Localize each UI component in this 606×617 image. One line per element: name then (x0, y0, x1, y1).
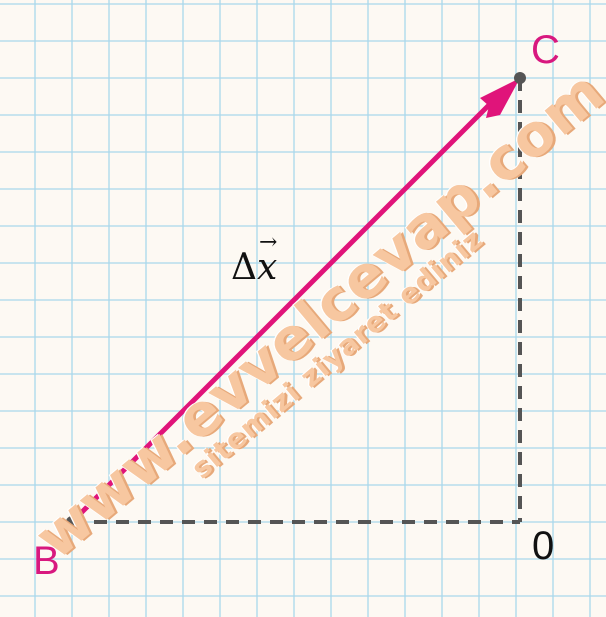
point-c (514, 72, 526, 84)
x-vector-symbol: x → (257, 232, 278, 288)
vector-arrow-icon: → (259, 230, 278, 255)
point-b (66, 516, 78, 528)
point-origin-label: 0 (532, 524, 555, 568)
point-c-label: C (531, 28, 560, 72)
point-b-label: B (33, 539, 60, 583)
displacement-vector-line (70, 89, 505, 524)
displacement-vector-arrowhead (480, 78, 520, 118)
x-letter: x (257, 247, 278, 288)
delta-symbol: Δ (231, 247, 257, 288)
displacement-label: Δx → (231, 232, 278, 288)
